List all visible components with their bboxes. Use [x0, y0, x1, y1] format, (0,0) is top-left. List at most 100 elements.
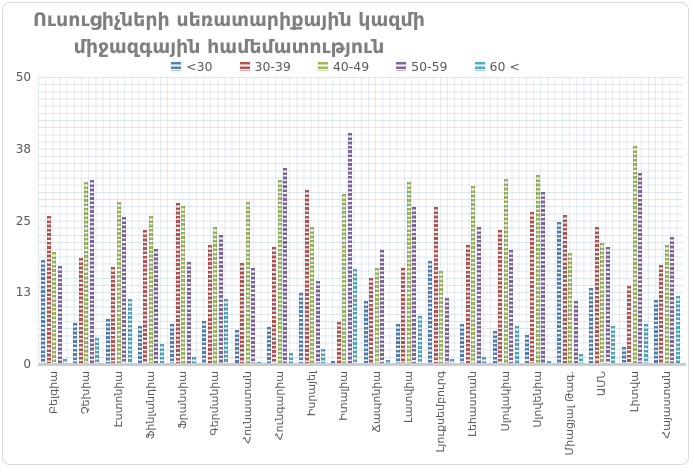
bar	[573, 301, 578, 364]
bar-group	[651, 77, 683, 364]
x-axis-label: Գերմանիա	[208, 371, 222, 436]
bar	[315, 280, 320, 364]
bar	[460, 323, 465, 364]
bar	[433, 206, 438, 364]
bar	[594, 226, 599, 364]
bar	[154, 249, 159, 364]
chart-title: Ուսուցիչների սեռատարիքային կազմի միջազգա…	[3, 7, 455, 61]
bar	[95, 338, 100, 364]
legend-item: 60 <	[474, 59, 520, 74]
bar	[465, 244, 470, 364]
bar	[611, 325, 616, 364]
legend-marker-icon	[474, 62, 485, 71]
bar	[41, 260, 46, 364]
bar	[482, 356, 487, 364]
x-label-cell: Չեխիա	[70, 371, 102, 463]
bar	[218, 235, 223, 364]
y-tick-label: 0	[23, 357, 31, 371]
bar	[627, 285, 632, 364]
bar	[321, 348, 326, 364]
bar	[369, 278, 374, 364]
bar	[89, 180, 94, 364]
legend-label: <30	[186, 59, 213, 74]
bar	[299, 293, 304, 364]
bar	[175, 203, 180, 364]
bar	[288, 352, 293, 364]
legend-marker-icon	[239, 62, 250, 71]
bar	[562, 215, 567, 364]
bar	[509, 249, 514, 364]
bar	[412, 207, 417, 364]
bar	[224, 299, 229, 364]
legend-marker-icon	[396, 62, 407, 71]
bar	[256, 361, 261, 364]
x-label-cell: Հունաստան	[232, 371, 264, 463]
bar	[568, 253, 573, 364]
bar-group	[103, 77, 135, 364]
bar	[186, 262, 191, 364]
bar	[304, 189, 309, 364]
legend-item: 40-49	[317, 59, 370, 74]
bar	[363, 301, 368, 364]
plot-area	[38, 77, 683, 364]
x-axis-label: Իտալիա	[337, 371, 351, 421]
bar-group	[38, 77, 70, 364]
x-axis-label: Բելգիա	[47, 371, 61, 414]
bar-group	[264, 77, 296, 364]
x-label-cell: Լատվիա	[393, 371, 425, 463]
legend-marker-icon	[317, 62, 328, 71]
bar	[541, 191, 546, 364]
bar	[342, 193, 347, 364]
bar	[514, 326, 519, 364]
bar	[336, 321, 341, 364]
bar	[401, 268, 406, 364]
legend-item: 50-59	[396, 59, 448, 74]
bar-group	[328, 77, 360, 364]
bar	[73, 323, 78, 364]
bar	[122, 217, 127, 364]
legend-item: 30-39	[239, 59, 291, 74]
x-label-cell: Հունգարիա	[264, 371, 296, 463]
x-label-cell: Սլովակիա	[490, 371, 522, 463]
bar	[234, 329, 239, 364]
bar	[353, 269, 358, 364]
y-tick-label: 38	[15, 141, 31, 156]
bar	[444, 298, 449, 364]
x-label-cell: Իտալիա	[328, 371, 360, 463]
x-axis-label: Միացյալ Թագ.	[563, 371, 577, 456]
x-axis-label: Հունաստան	[240, 371, 254, 444]
x-axis-label: Լատվիա	[401, 371, 415, 423]
legend-item: <30	[171, 59, 213, 74]
bar-group	[70, 77, 102, 364]
bar	[159, 344, 164, 364]
bar	[251, 268, 256, 364]
bar	[127, 299, 132, 364]
bar-group	[554, 77, 586, 364]
x-axis-labels: Բելգիա Չեխիա Էստոնիա Ֆինլանդիա Ֆրանսիա Գերման…	[38, 371, 683, 463]
bar-group	[199, 77, 231, 364]
bar	[192, 356, 197, 364]
bar-group	[425, 77, 457, 364]
bar-group	[457, 77, 489, 364]
x-label-cell: Հայաստան	[651, 371, 683, 463]
bar	[116, 201, 121, 364]
bar-group	[135, 77, 167, 364]
bar	[63, 358, 68, 364]
bar-group	[619, 77, 651, 364]
x-label-cell: Իսրայել	[296, 371, 328, 463]
x-label-cell: Լյուքսեմբուրգ	[425, 371, 457, 463]
legend-label: 30-39	[254, 59, 291, 74]
bar	[181, 205, 186, 364]
bar	[605, 246, 610, 364]
chart-legend: <30 30-39 40-49 50-59 60 <	[3, 59, 688, 74]
bar	[621, 346, 626, 364]
bar	[202, 320, 207, 364]
x-label-cell: Էստոնիա	[103, 371, 135, 463]
chart-frame: Ուսուցիչների սեռատարիքային կազմի միջազգա…	[2, 2, 689, 465]
bar-groups	[38, 77, 683, 364]
bar	[57, 265, 62, 364]
x-label-cell: Ֆինլանդիա	[135, 371, 167, 463]
x-label-cell: Լեհաստան	[457, 371, 489, 463]
legend-marker-icon	[171, 62, 182, 71]
legend-label: 40-49	[332, 59, 370, 74]
